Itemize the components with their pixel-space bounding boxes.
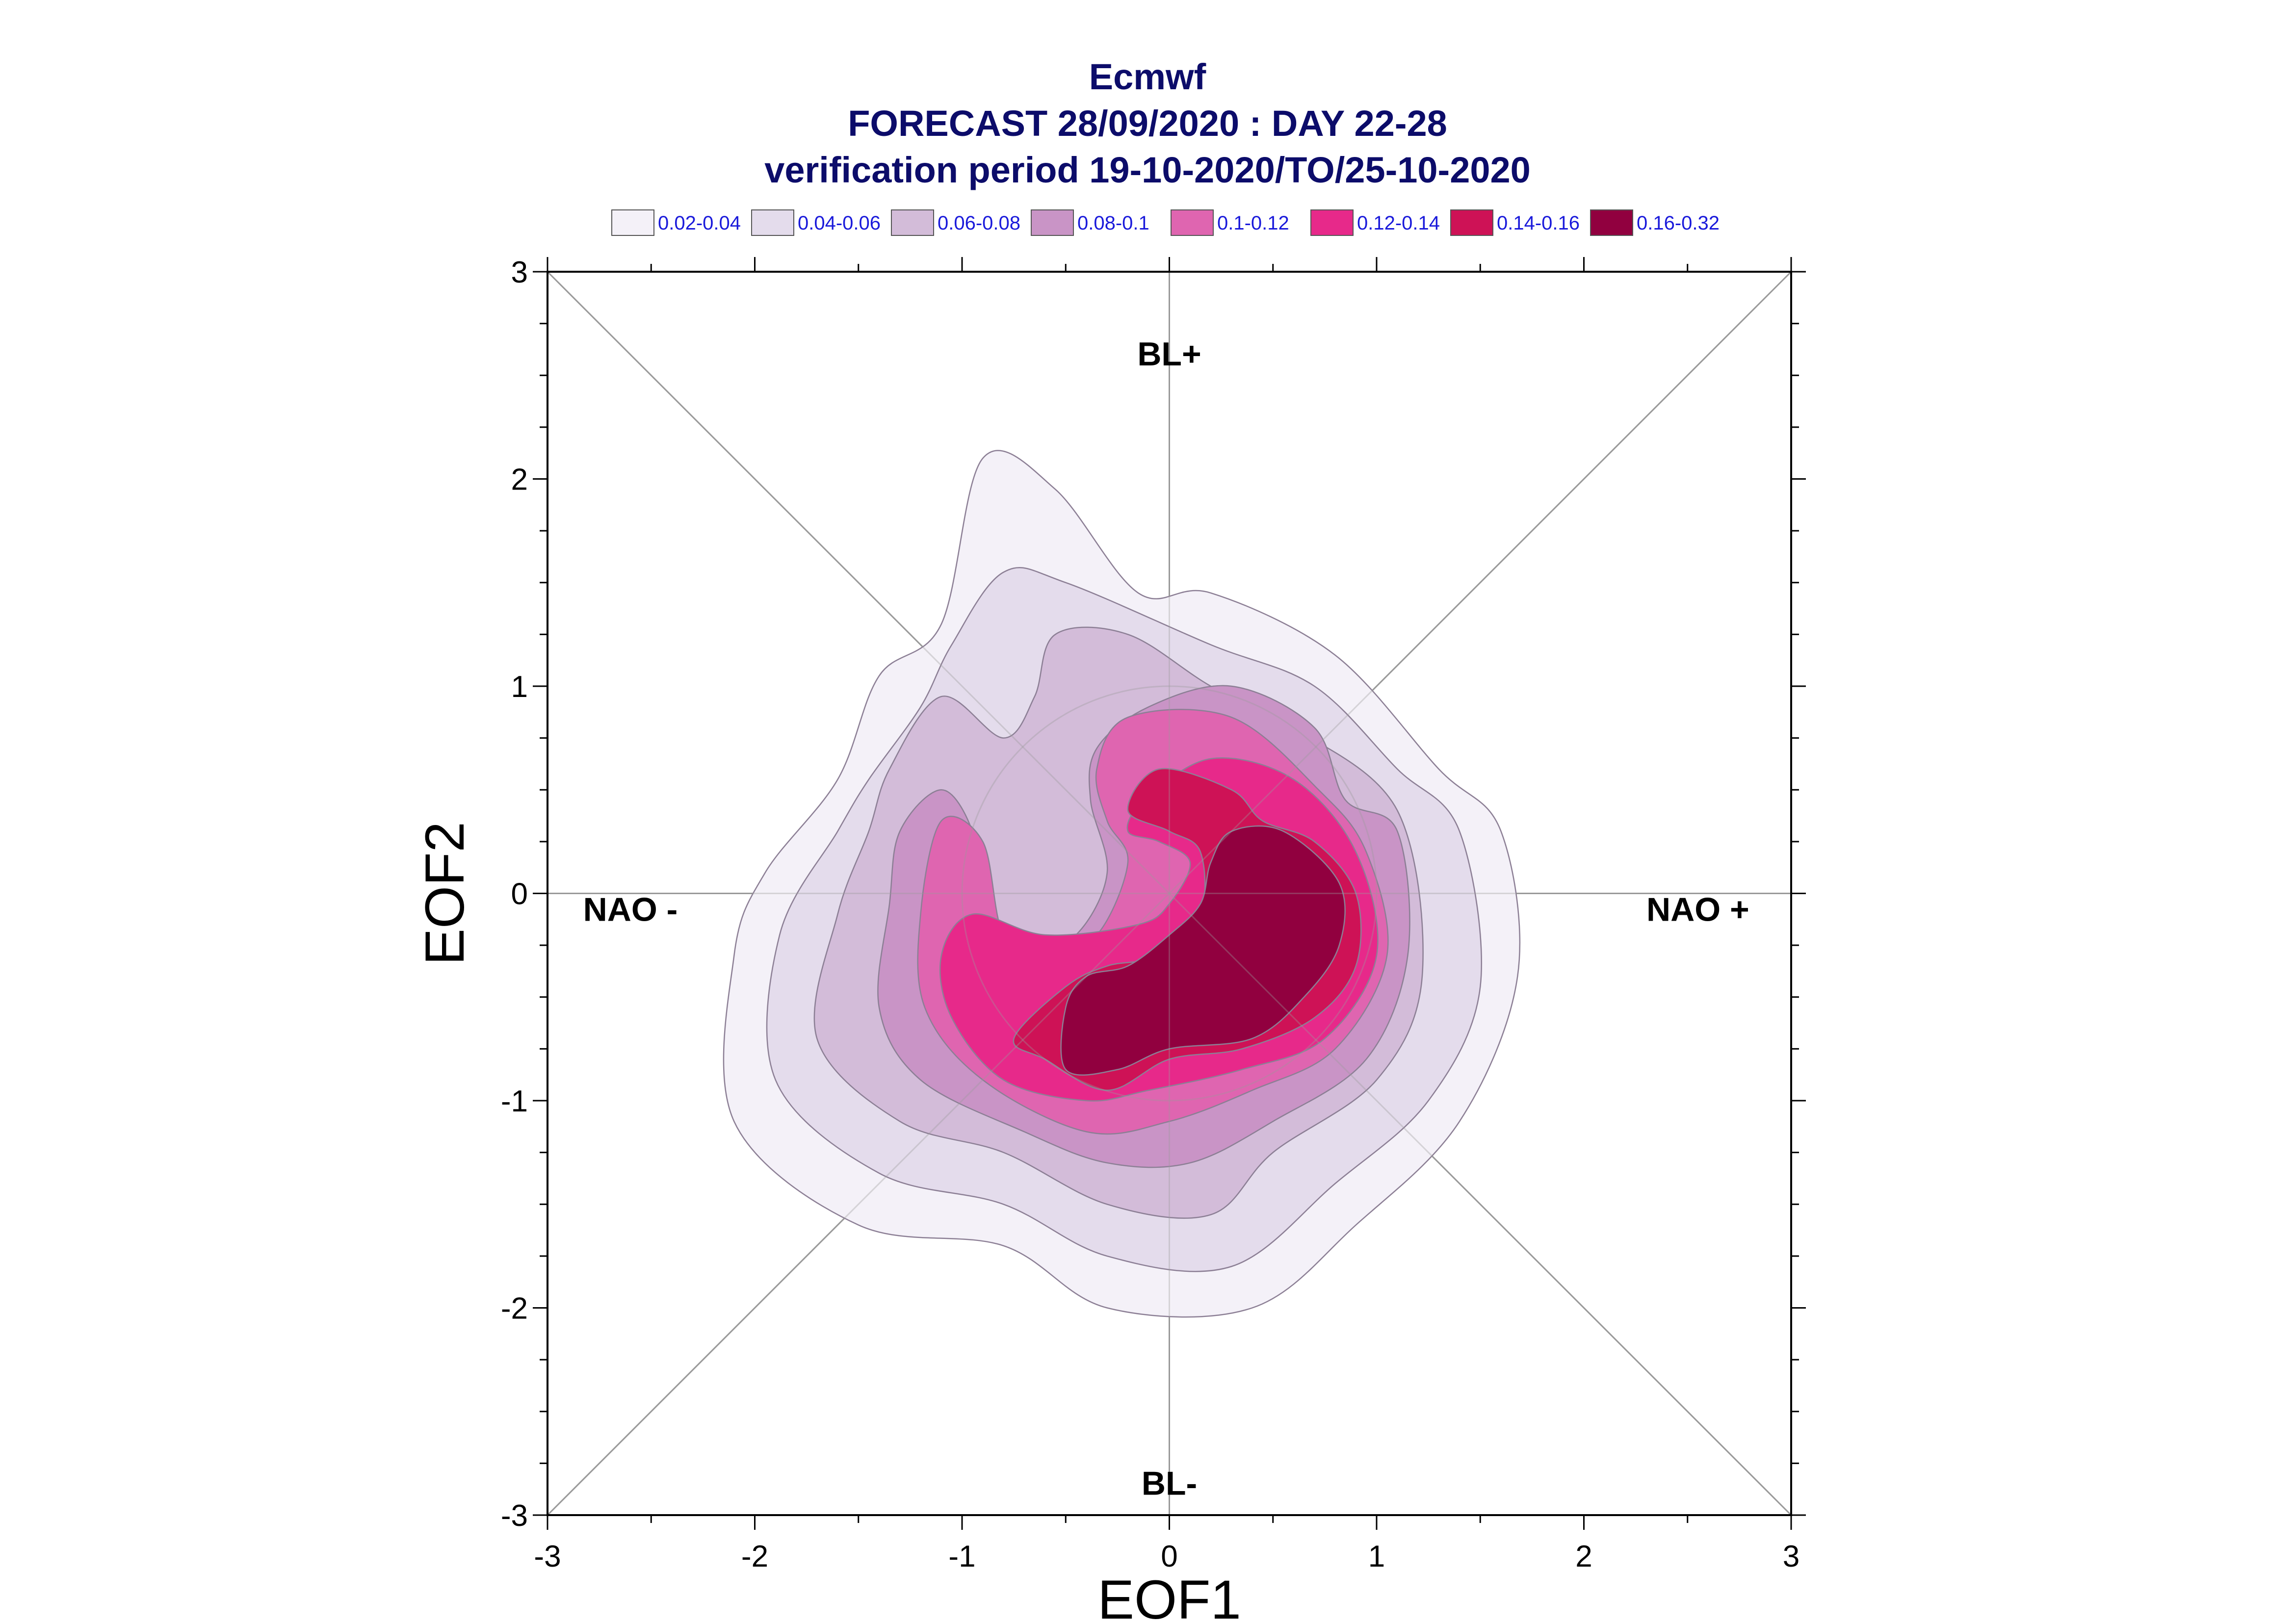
plot-area [533,257,1806,1530]
legend-swatch [751,209,794,236]
legend: 0.02-0.04 0.04-0.06 0.06-0.08 0.08-0.1 0.1-0… [611,209,1720,236]
legend-label: 0.16-0.32 [1637,212,1720,234]
axis-ticks [533,257,1806,1530]
legend-swatch [1031,209,1074,236]
x-tick-label: -2 [741,1540,768,1573]
x-tick-label: 2 [1575,1540,1592,1573]
x-tick-label: 0 [1161,1540,1177,1573]
y-tick-label: -3 [501,1499,528,1533]
y-tick-label: -2 [501,1292,528,1326]
legend-swatch [1171,209,1214,236]
legend-label: 0.14-0.16 [1497,212,1580,234]
legend-swatch [1310,209,1354,236]
guide-circle [961,685,1378,1102]
region-label-bl-plus: BL+ [1137,335,1201,373]
y-axis-label: EOF2 [414,822,475,965]
legend-label: 0.02-0.04 [658,212,741,234]
y-tick-label: 1 [511,670,528,704]
legend-label: 0.1-0.12 [1217,212,1289,234]
legend-label: 0.12-0.14 [1357,212,1440,234]
chart-subtitle: FORECAST 28/09/2020 : DAY 22-28 [848,103,1447,144]
legend-swatch [891,209,934,236]
x-tick-label: 1 [1368,1540,1385,1573]
contour-layers [723,450,1521,1318]
guide-diagonal-1 [547,271,1792,1516]
x-tick-label: -3 [534,1540,561,1573]
y-tick-label: -1 [501,1084,528,1118]
overlay-guide-lines [547,271,1792,1516]
y-tick-label: 0 [511,877,528,911]
chart-subtitle-2: verification period 19-10-2020/TO/25-10-… [764,150,1531,190]
region-label-bl-minus: BL- [1142,1465,1197,1502]
legend-label: 0.08-0.1 [1077,212,1149,234]
legend-label: 0.04-0.06 [798,212,881,234]
region-label-nao-plus: NAO + [1646,891,1749,928]
legend-label: 0.06-0.08 [938,212,1020,234]
x-tick-label: -1 [948,1540,975,1573]
legend-swatch [611,209,654,236]
guide-diagonal-2 [547,271,1792,1516]
legend-swatch [1450,209,1493,236]
chart-title: Ecmwf [1089,56,1206,97]
x-tick-label: 3 [1783,1540,1799,1573]
y-tick-label: 3 [511,256,528,289]
region-label-nao-minus: NAO - [583,891,678,928]
x-axis-label: EOF1 [1097,1569,1241,1624]
contour-level-0.16-0.32 [1060,825,1346,1076]
legend-swatch [1590,209,1633,236]
y-tick-label: 2 [511,463,528,497]
